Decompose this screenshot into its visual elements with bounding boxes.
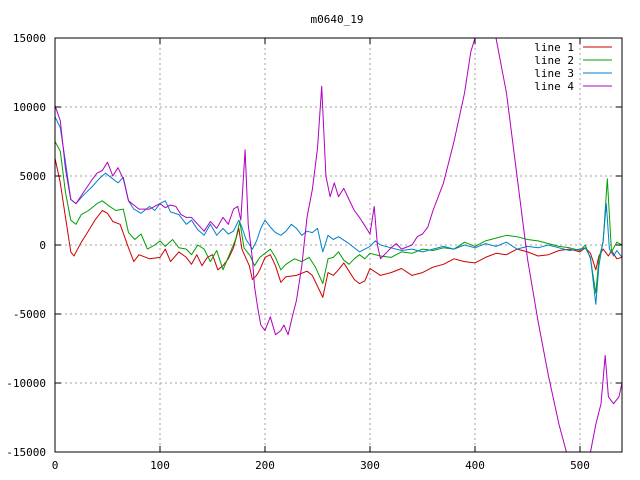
x-tick-label: 500 (570, 459, 590, 472)
series-line-line-1 (55, 157, 622, 298)
y-tick-label: 10000 (13, 101, 46, 114)
x-tick-label: 300 (360, 459, 380, 472)
y-tick-label: -15000 (6, 446, 46, 459)
x-tick-label: 400 (465, 459, 485, 472)
y-tick-label: 5000 (20, 170, 47, 183)
y-tick-label: 0 (39, 239, 46, 252)
y-tick-label: -5000 (13, 308, 46, 321)
grid (55, 38, 622, 452)
x-tick-label: 0 (52, 459, 59, 472)
series-line-line-4 (55, 38, 622, 452)
legend-label: line 3 (534, 67, 574, 80)
legend-label: line 1 (534, 41, 574, 54)
legend-label: line 4 (534, 80, 574, 93)
x-tick-label: 100 (150, 459, 170, 472)
ticks: 0 100 200 300 400 500 -15000 -10000 -5000 0 5000 10… (6, 32, 622, 472)
series-line-line-3 (55, 116, 622, 305)
series-group (55, 38, 622, 452)
y-tick-label: 15000 (13, 32, 46, 45)
x-tick-label: 200 (255, 459, 275, 472)
chart-title: m0640_19 (311, 13, 364, 26)
y-tick-label: -10000 (6, 377, 46, 390)
legend-label: line 2 (534, 54, 574, 67)
